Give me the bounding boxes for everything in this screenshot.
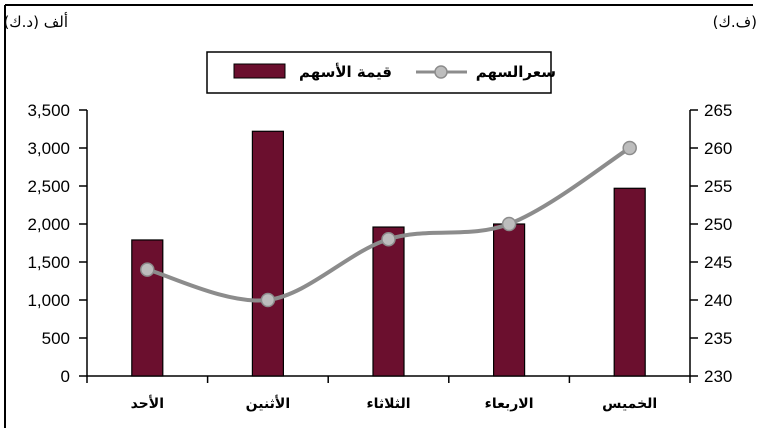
right-axis-unit: (ف.ك) (713, 13, 757, 31)
right-axis-tick-label: 230 (704, 367, 732, 386)
bar (131, 239, 164, 377)
bar-series (131, 130, 646, 377)
legend-bar-label: قيمة الأسهم (299, 63, 392, 81)
left-axis-tick-label: 3,500 (27, 101, 70, 120)
right-axis-tick-label: 265 (704, 101, 732, 120)
right-axis-tick-label: 255 (704, 177, 732, 196)
category-label: الاربعاء (485, 396, 534, 412)
category-label: الأحد (131, 395, 164, 412)
price-point (381, 231, 396, 247)
legend-line-label: سعرالسهم (476, 63, 556, 81)
left-axis-tick-label: 3,000 (27, 139, 70, 158)
left-axis-tick-label: 500 (42, 329, 70, 348)
bar (372, 226, 405, 377)
right-axis-tick-label: 250 (704, 215, 732, 234)
price-point (501, 216, 517, 232)
right-axis-tick-label: 240 (704, 291, 732, 310)
left-axis-unit: ألف (د.ك) (3, 12, 68, 31)
category-label: الثلاثاء (366, 396, 410, 412)
line-series (140, 140, 637, 308)
price-point (622, 140, 637, 156)
axis-labels: 0 500 1,000 1,500 2,000 2,500 3,000 3,500 230 235… (27, 101, 732, 412)
category-label: الأثنين (246, 395, 291, 412)
left-axis-tick-label: 1,000 (27, 291, 70, 310)
chart-legend: قيمة الأسهم سعرالسهم (206, 51, 556, 94)
category-label: الخميس (602, 396, 657, 412)
right-axis-tick-label: 235 (704, 329, 732, 348)
bar (613, 187, 646, 377)
legend-line-marker (434, 65, 448, 79)
left-axis-tick-label: 2,500 (27, 177, 70, 196)
price-point (140, 262, 155, 277)
right-axis-tick-label: 260 (704, 139, 732, 158)
left-axis-tick-label: 2,000 (27, 215, 70, 234)
left-axis-tick-label: 1,500 (27, 253, 70, 272)
bar (493, 223, 526, 377)
left-axis-tick-label: 0 (61, 367, 70, 386)
price-point (260, 292, 276, 308)
bar (251, 130, 284, 377)
right-axis-tick-label: 245 (704, 253, 732, 272)
legend-bar-swatch (233, 63, 286, 79)
